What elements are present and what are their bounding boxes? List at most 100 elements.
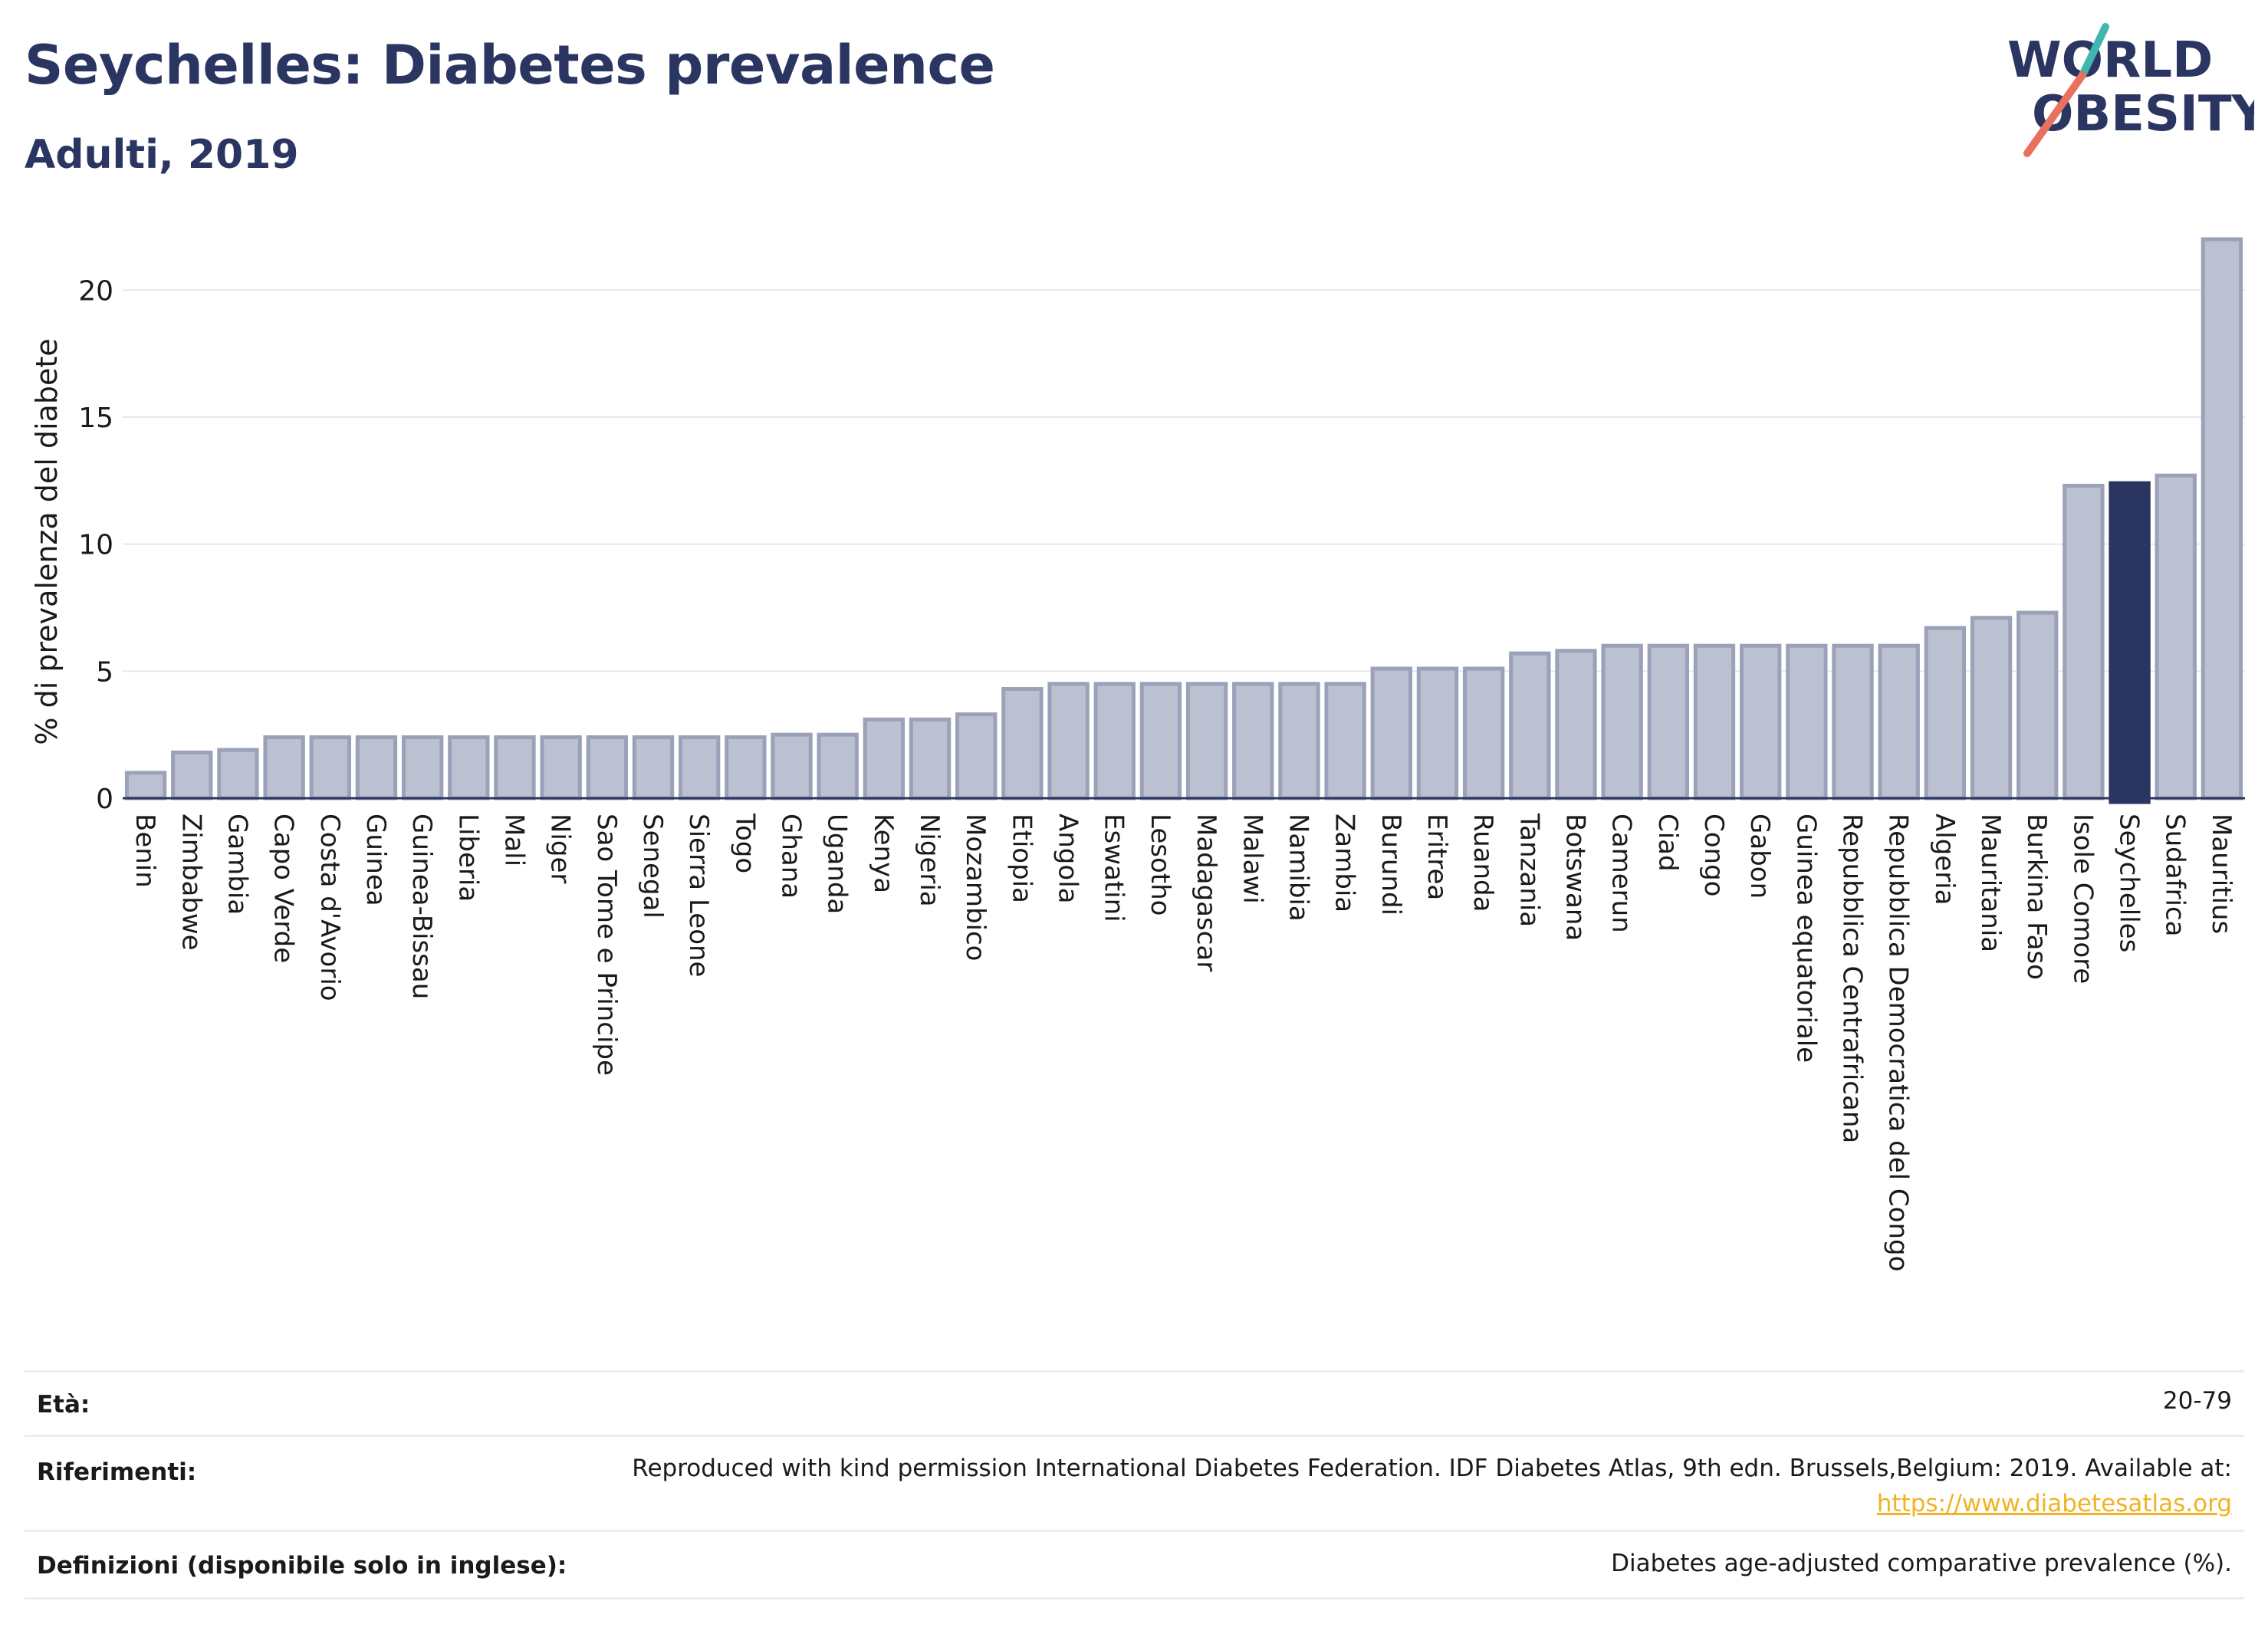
y-tick-label: 15 (78, 403, 113, 434)
x-tick-label: Senegal (637, 814, 668, 919)
x-tick-label: Ciad (1652, 814, 1683, 872)
bar-eswatini (1093, 682, 1136, 801)
bar-gabon (1740, 643, 1782, 801)
bar-namibia (1278, 682, 1320, 801)
x-tick-label: Seychelles (2114, 814, 2145, 952)
bar-guinea-equatoriale (1786, 643, 1828, 801)
references-value: Reproduced with kind permission Internat… (632, 1451, 2232, 1521)
age-value: 20-79 (2162, 1387, 2232, 1415)
bar-chart: 0 5 10 15 20 Benin Zimbabwe Gambia Capo Verde Co… (30, 237, 2245, 1271)
bar-camerun (1601, 643, 1643, 801)
x-tick-label: Mauritius (2206, 814, 2237, 934)
references-label: Riferimenti: (37, 1458, 197, 1486)
bar-capo-verde (263, 735, 305, 801)
y-axis-title: % di prevalenza del diabete (30, 338, 64, 745)
x-tick-label: Isole Comore (2067, 814, 2098, 984)
x-tick-label: Burundi (1376, 814, 1406, 916)
bar-mauritania (1970, 616, 2013, 801)
x-tick-label: Congo (1698, 814, 1729, 896)
x-tick-label: Zambia (1330, 814, 1360, 912)
bar-uganda (817, 732, 859, 801)
x-tick-label: Liberia (452, 814, 483, 902)
bar-gambia (217, 748, 259, 801)
bar-sudafrica (2155, 473, 2197, 801)
x-tick-label: Nigeria (914, 814, 945, 907)
x-tick-label: Niger (545, 814, 576, 883)
bar-ghana (771, 732, 813, 801)
bar-zimbabwe (171, 750, 213, 801)
x-tick-label: Gabon (1744, 814, 1775, 899)
y-tick-label: 10 (78, 530, 113, 561)
bar-sao-tome-e-principe (586, 735, 628, 801)
x-tick-label: Algeria (1929, 814, 1960, 905)
x-tick-label: Burkina Faso (2021, 814, 2052, 980)
y-tick-label: 5 (96, 656, 113, 688)
references-link[interactable]: https://www.diabetesatlas.org (1876, 1490, 2232, 1517)
bar-burundi (1370, 666, 1412, 801)
references-text: Reproduced with kind permission Internat… (632, 1455, 2232, 1482)
x-tick-label: Mozambico (960, 814, 991, 961)
bar-malawi (1232, 682, 1274, 801)
bar-benin (124, 771, 167, 801)
bar-eritrea (1416, 666, 1459, 801)
bar-senegal (632, 735, 675, 801)
x-tick-label: Malawi (1237, 814, 1267, 904)
bar-tanzania (1509, 651, 1551, 801)
x-tick-label: Lesotho (1145, 814, 1175, 916)
bar-angola (1047, 682, 1090, 801)
x-tick-label: Botswana (1560, 814, 1590, 941)
bar-seychelles (2109, 481, 2151, 804)
info-row-age: Età: 20-79 (25, 1370, 2244, 1437)
world-obesity-logo: WORLD OBESITY (2007, 23, 2254, 157)
bar-ruanda (1462, 666, 1505, 801)
bar-congo (1693, 643, 1736, 801)
x-tick-label: Guinea-Bissau (406, 814, 437, 999)
bar-kenya (863, 717, 906, 801)
bar-niger (540, 735, 582, 801)
logo-slash-red (2023, 71, 2086, 157)
bar-repubblica-democratica-del-congo (1878, 643, 1920, 801)
page-title: Seychelles: Diabetes prevalence (25, 34, 995, 97)
x-tick-label: Uganda (822, 814, 853, 914)
x-tick-label: Costa d'Avorio (314, 814, 345, 1001)
page-subtitle: Adulti, 2019 (25, 132, 299, 178)
bar-mauritius (2201, 237, 2243, 801)
x-tick-label: Madagascar (1191, 814, 1221, 972)
bar-sierra-leone (679, 735, 721, 801)
bar-nigeria (909, 717, 952, 801)
x-tick-label: Sudafrica (2160, 814, 2191, 936)
x-tick-label: Tanzania (1514, 813, 1544, 927)
y-tick-label: 20 (78, 275, 113, 307)
x-tick-label: Sierra Leone (683, 814, 714, 977)
bar-repubblica-centrafricana (1832, 643, 1874, 801)
x-tick-label: Guinea equatoriale (1790, 814, 1821, 1063)
bars (124, 237, 2243, 804)
x-tick-label: Kenya (868, 814, 899, 893)
bar-madagascar (1185, 682, 1228, 801)
definitions-label: Definizioni (disponibile solo in inglese… (37, 1552, 567, 1580)
logo-line-1: WORLD (2007, 32, 2213, 89)
x-tick-label: Camerun (1606, 814, 1637, 933)
bar-etiopia (1001, 687, 1044, 801)
bar-isole-comore (2063, 483, 2105, 801)
x-tick-label: Mali (498, 814, 529, 866)
bar-guinea-bissau (401, 735, 444, 801)
x-tick-label: Repubblica Democratica del Congo (1883, 814, 1914, 1271)
x-axis-labels: Benin Zimbabwe Gambia Capo Verde Costa d'Avo… (130, 813, 2237, 1271)
x-tick-label: Guinea (360, 814, 391, 906)
x-tick-label: Benin (130, 814, 160, 888)
age-label: Età: (37, 1391, 90, 1419)
x-tick-label: Sao Tome e Principe (591, 814, 622, 1076)
x-tick-label: Capo Verde (268, 814, 299, 963)
bar-liberia (448, 735, 490, 801)
bar-guinea (355, 735, 398, 801)
x-tick-label: Ghana (776, 814, 807, 899)
logo-slash-teal (2079, 23, 2109, 79)
info-row-references: Riferimenti: Reproduced with kind permis… (25, 1435, 2244, 1532)
bar-zambia (1324, 682, 1366, 801)
bar-ciad (1647, 643, 1689, 801)
x-tick-label: Gambia (222, 814, 252, 915)
x-tick-label: Namibia (1283, 814, 1313, 922)
info-bottom-rule (25, 1597, 2244, 1599)
bar-mozambico (955, 712, 998, 801)
